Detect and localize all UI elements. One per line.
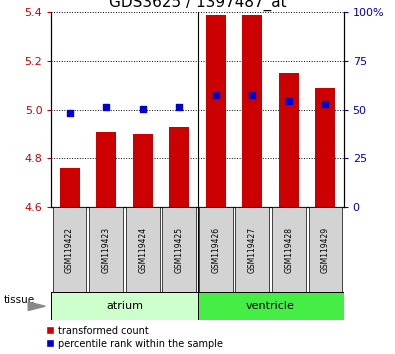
Bar — [60, 168, 80, 207]
Text: ventricle: ventricle — [246, 301, 295, 311]
Bar — [315, 88, 335, 207]
Bar — [53, 207, 87, 292]
Text: GSM119428: GSM119428 — [284, 227, 293, 273]
Title: GDS3625 / 1397487_at: GDS3625 / 1397487_at — [109, 0, 286, 11]
Text: GSM119425: GSM119425 — [175, 227, 184, 273]
Point — [322, 101, 329, 107]
Bar — [96, 132, 116, 207]
Point — [249, 92, 256, 98]
Bar — [169, 127, 189, 207]
Bar — [272, 207, 306, 292]
Bar — [126, 207, 160, 292]
Point — [139, 106, 146, 112]
Bar — [242, 15, 262, 207]
Text: GSM119423: GSM119423 — [102, 227, 111, 273]
Bar — [162, 207, 196, 292]
Text: GSM119422: GSM119422 — [65, 227, 74, 273]
Point — [103, 104, 109, 110]
Legend: transformed count, percentile rank within the sample: transformed count, percentile rank withi… — [42, 322, 227, 353]
Text: GSM119424: GSM119424 — [138, 227, 147, 273]
Bar — [89, 207, 123, 292]
Bar — [198, 292, 344, 320]
Text: tissue: tissue — [4, 295, 35, 305]
Bar — [308, 207, 342, 292]
Bar — [133, 134, 153, 207]
Text: GSM119429: GSM119429 — [321, 227, 330, 273]
Bar — [279, 73, 299, 207]
Bar — [199, 207, 233, 292]
Point — [66, 110, 73, 116]
Bar — [235, 207, 269, 292]
Polygon shape — [28, 302, 45, 310]
Text: atrium: atrium — [106, 301, 143, 311]
Text: GSM119427: GSM119427 — [248, 227, 257, 273]
Point — [213, 92, 219, 98]
Bar — [206, 15, 226, 207]
Bar — [51, 292, 198, 320]
Text: GSM119426: GSM119426 — [211, 227, 220, 273]
Point — [176, 104, 182, 110]
Point — [286, 98, 292, 104]
